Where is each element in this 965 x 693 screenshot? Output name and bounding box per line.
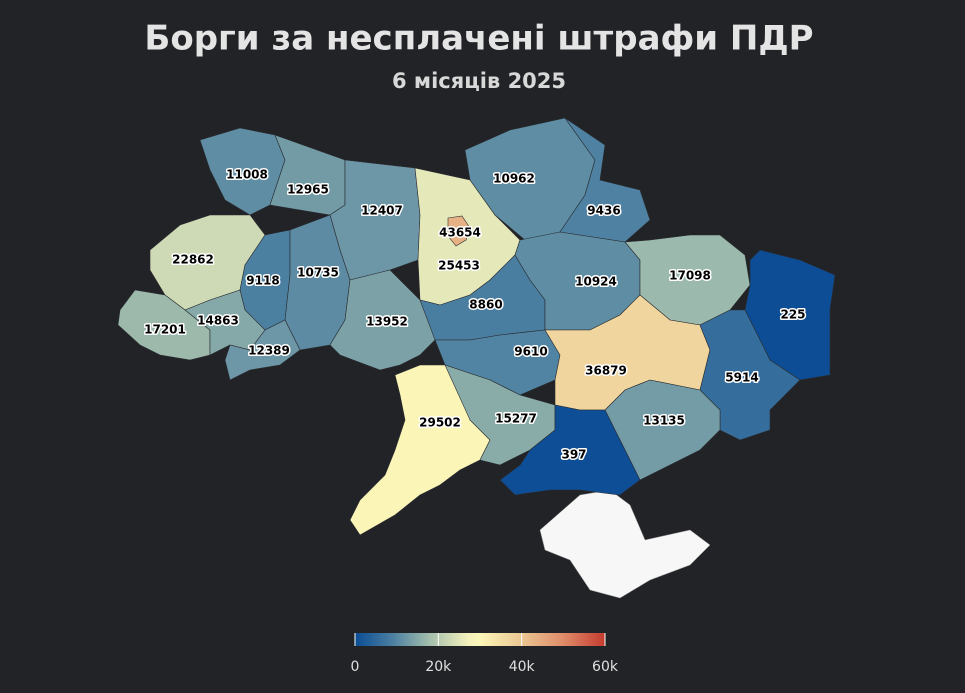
region [447,215,471,247]
region-label: 13135 [643,414,685,428]
colorbar-tick-label: 0 [351,659,360,675]
region [224,319,301,381]
region-label: 43654 [439,226,481,240]
region-label: 29502 [419,416,461,430]
region-label: 17098 [669,269,711,283]
region-label: 22862 [172,253,214,267]
title: Борги за несплачені штрафи ПДР [144,19,813,59]
region-label: 8860 [469,298,502,312]
region-label: 10962 [493,172,535,186]
region [329,269,441,371]
colorbar-tick-label: 40k [509,659,536,675]
region-label: 14863 [197,314,239,328]
region-label: 10924 [575,275,617,289]
crimea [539,489,711,599]
region-label: 12965 [287,183,329,197]
region-label: 5914 [725,371,758,385]
region-label: 13952 [366,315,408,329]
region-label: 36879 [585,364,627,378]
region-label: 12407 [361,204,403,218]
region-label: 10735 [297,266,339,280]
region-label: 9610 [514,345,547,359]
region-label: 15277 [495,412,537,426]
region-label: 225 [780,308,805,322]
region-label: 25453 [438,259,480,273]
region-label: 12389 [248,344,290,358]
region-label: 397 [561,448,586,462]
region [624,234,751,326]
colorbar-tick-label: 60k [592,659,619,675]
region-label: 9118 [246,274,279,288]
subtitle: 6 місяців 2025 [392,69,566,93]
colorbar-tick-label: 20k [425,659,452,675]
region [269,134,346,216]
region [559,117,651,243]
region-label: 9436 [587,204,620,218]
region-label: 17201 [144,323,186,337]
region [744,249,836,381]
region-label: 11008 [226,168,268,182]
region [499,404,641,496]
colorbar [355,633,605,646]
